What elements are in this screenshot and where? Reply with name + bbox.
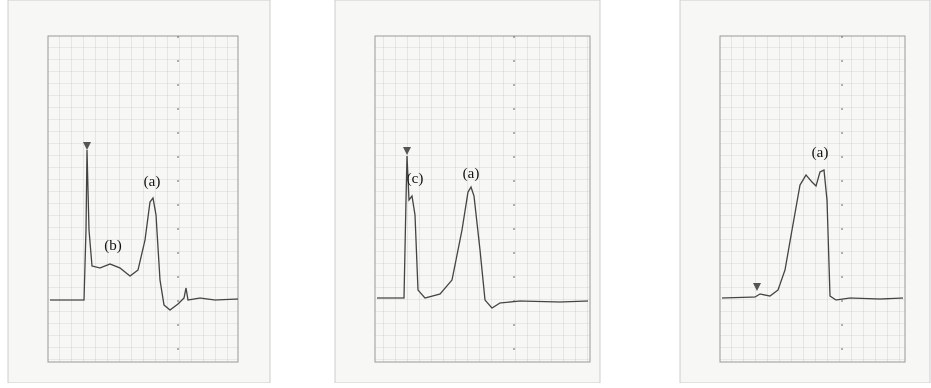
- figure: (b) (a) (c) (a) (a): [0, 0, 931, 383]
- peak-label: (a): [463, 166, 480, 182]
- peak-label: (a): [812, 145, 829, 161]
- paper-2: [335, 0, 600, 383]
- paper-3: [680, 0, 930, 383]
- peak-label: (b): [104, 238, 122, 254]
- paper-1: [8, 0, 270, 383]
- peak-label: (a): [144, 174, 161, 190]
- page: (b)(a)(c)(a)(a) (() => { const data = JS…: [0, 0, 931, 383]
- peak-label: (c): [407, 171, 424, 187]
